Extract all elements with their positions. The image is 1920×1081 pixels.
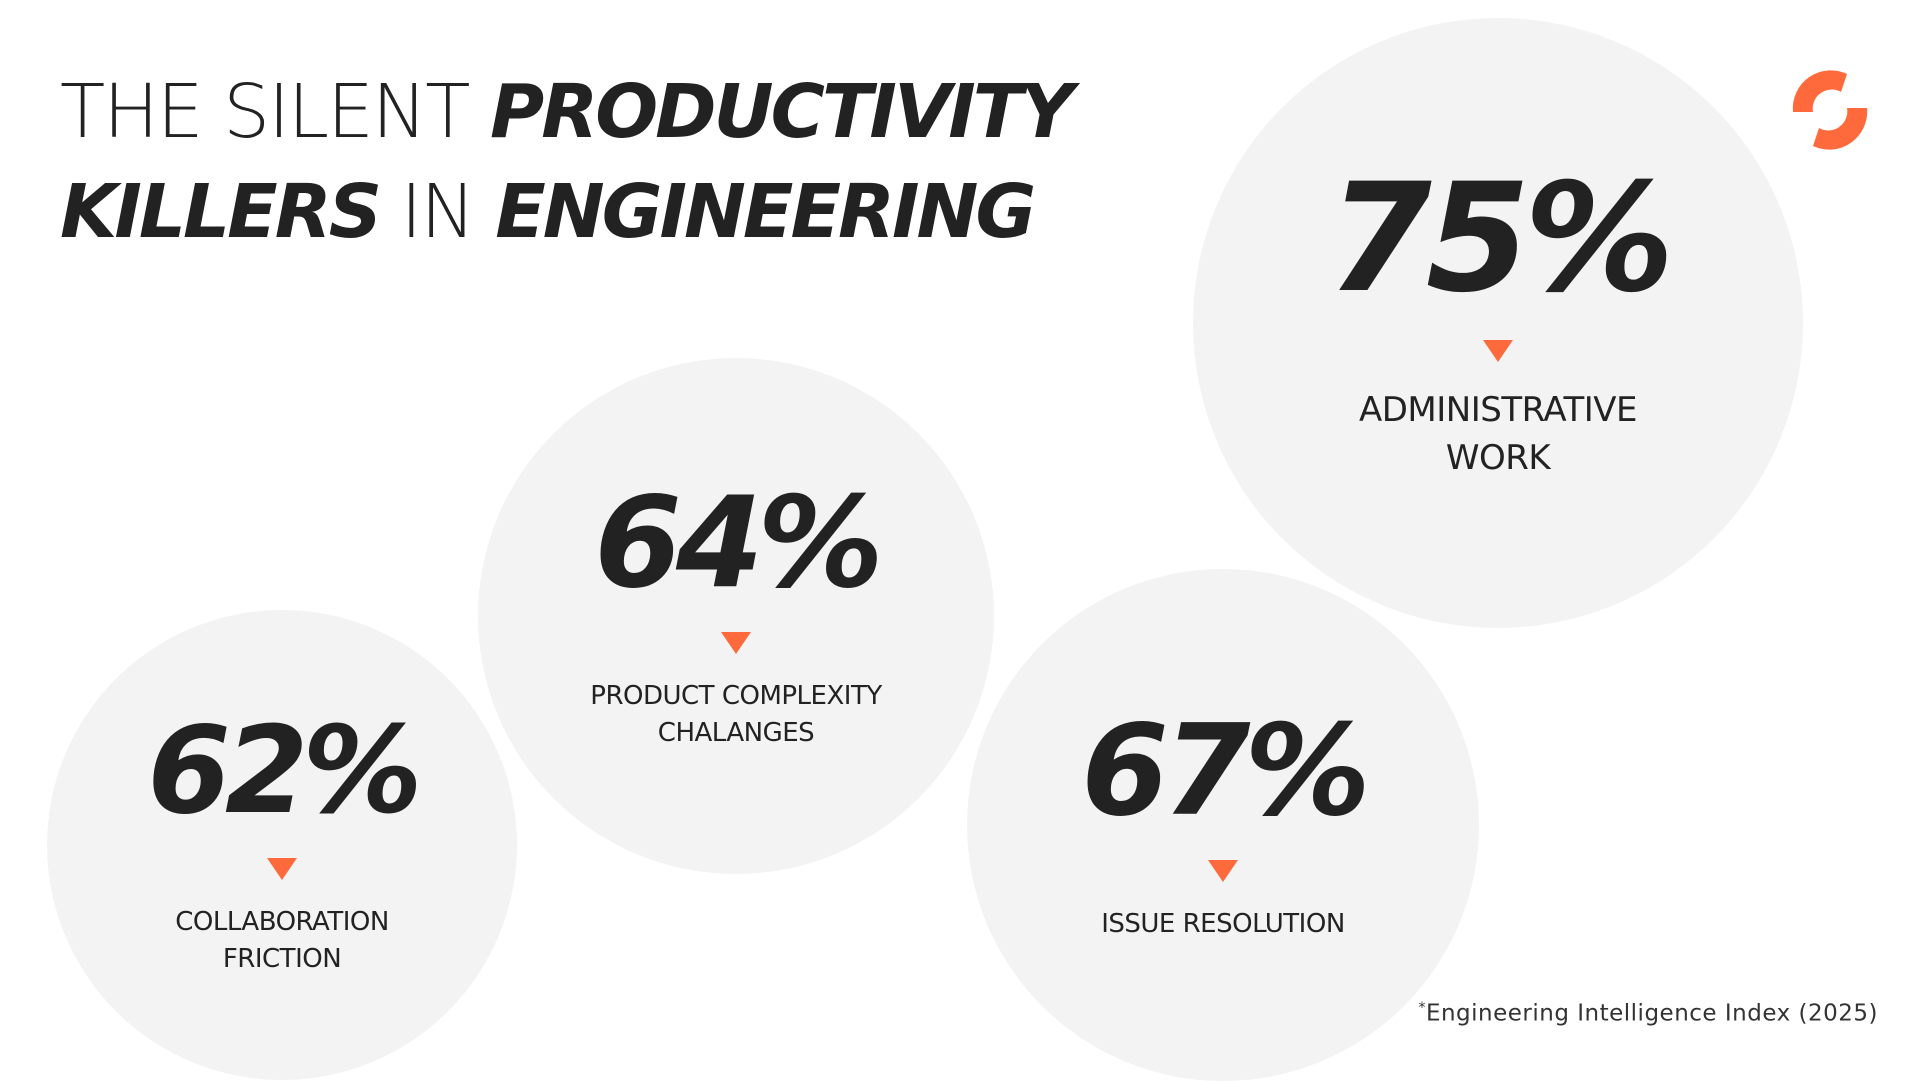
down-arrow-icon <box>1483 340 1513 362</box>
brand-logo-icon <box>1785 60 1875 160</box>
stat-label: PRODUCT COMPLEXITY CHALANGES <box>590 681 882 748</box>
stat-bubble-issue-resolution: 67% ISSUE RESOLUTION <box>967 569 1479 1081</box>
stat-label: ADMINISTRATIVE WORK <box>1358 390 1638 478</box>
source-footnote: *Engineering Intelligence Index (2025) <box>1418 1000 1878 1027</box>
title-light-text-2: IN <box>379 169 496 255</box>
footnote-text: Engineering Intelligence Index (2025) <box>1425 1000 1878 1027</box>
title-bold-text-3: ENGINEERING <box>495 169 1036 255</box>
stat-value: 64% <box>594 469 884 616</box>
stat-bubble-administrative-work: 75% ADMINISTRATIVE WORK <box>1193 18 1803 628</box>
page-title: THE SILENT PRODUCTIVITY KILLERS IN ENGIN… <box>60 62 1080 262</box>
down-arrow-icon <box>721 632 751 654</box>
title-bold-text-2: KILLERS <box>60 169 382 255</box>
stat-label: COLLABORATION FRICTION <box>175 907 389 974</box>
stat-value: 75% <box>1327 152 1674 326</box>
stat-bubble-collaboration-friction: 62% COLLABORATION FRICTION <box>47 610 517 1080</box>
down-arrow-icon <box>267 858 297 880</box>
footnote-marker: * <box>1418 1000 1426 1016</box>
down-arrow-icon <box>1208 859 1238 882</box>
title-light-text-1: THE SILENT <box>60 69 490 155</box>
stat-label: ISSUE RESOLUTION <box>1101 908 1345 939</box>
title-bold-text-1: PRODUCTIVITY <box>490 69 1074 155</box>
stat-value: 62% <box>147 702 422 841</box>
stat-bubble-product-complexity: 64% PRODUCT COMPLEXITY CHALANGES <box>478 358 994 874</box>
stat-value: 67% <box>1081 696 1371 844</box>
